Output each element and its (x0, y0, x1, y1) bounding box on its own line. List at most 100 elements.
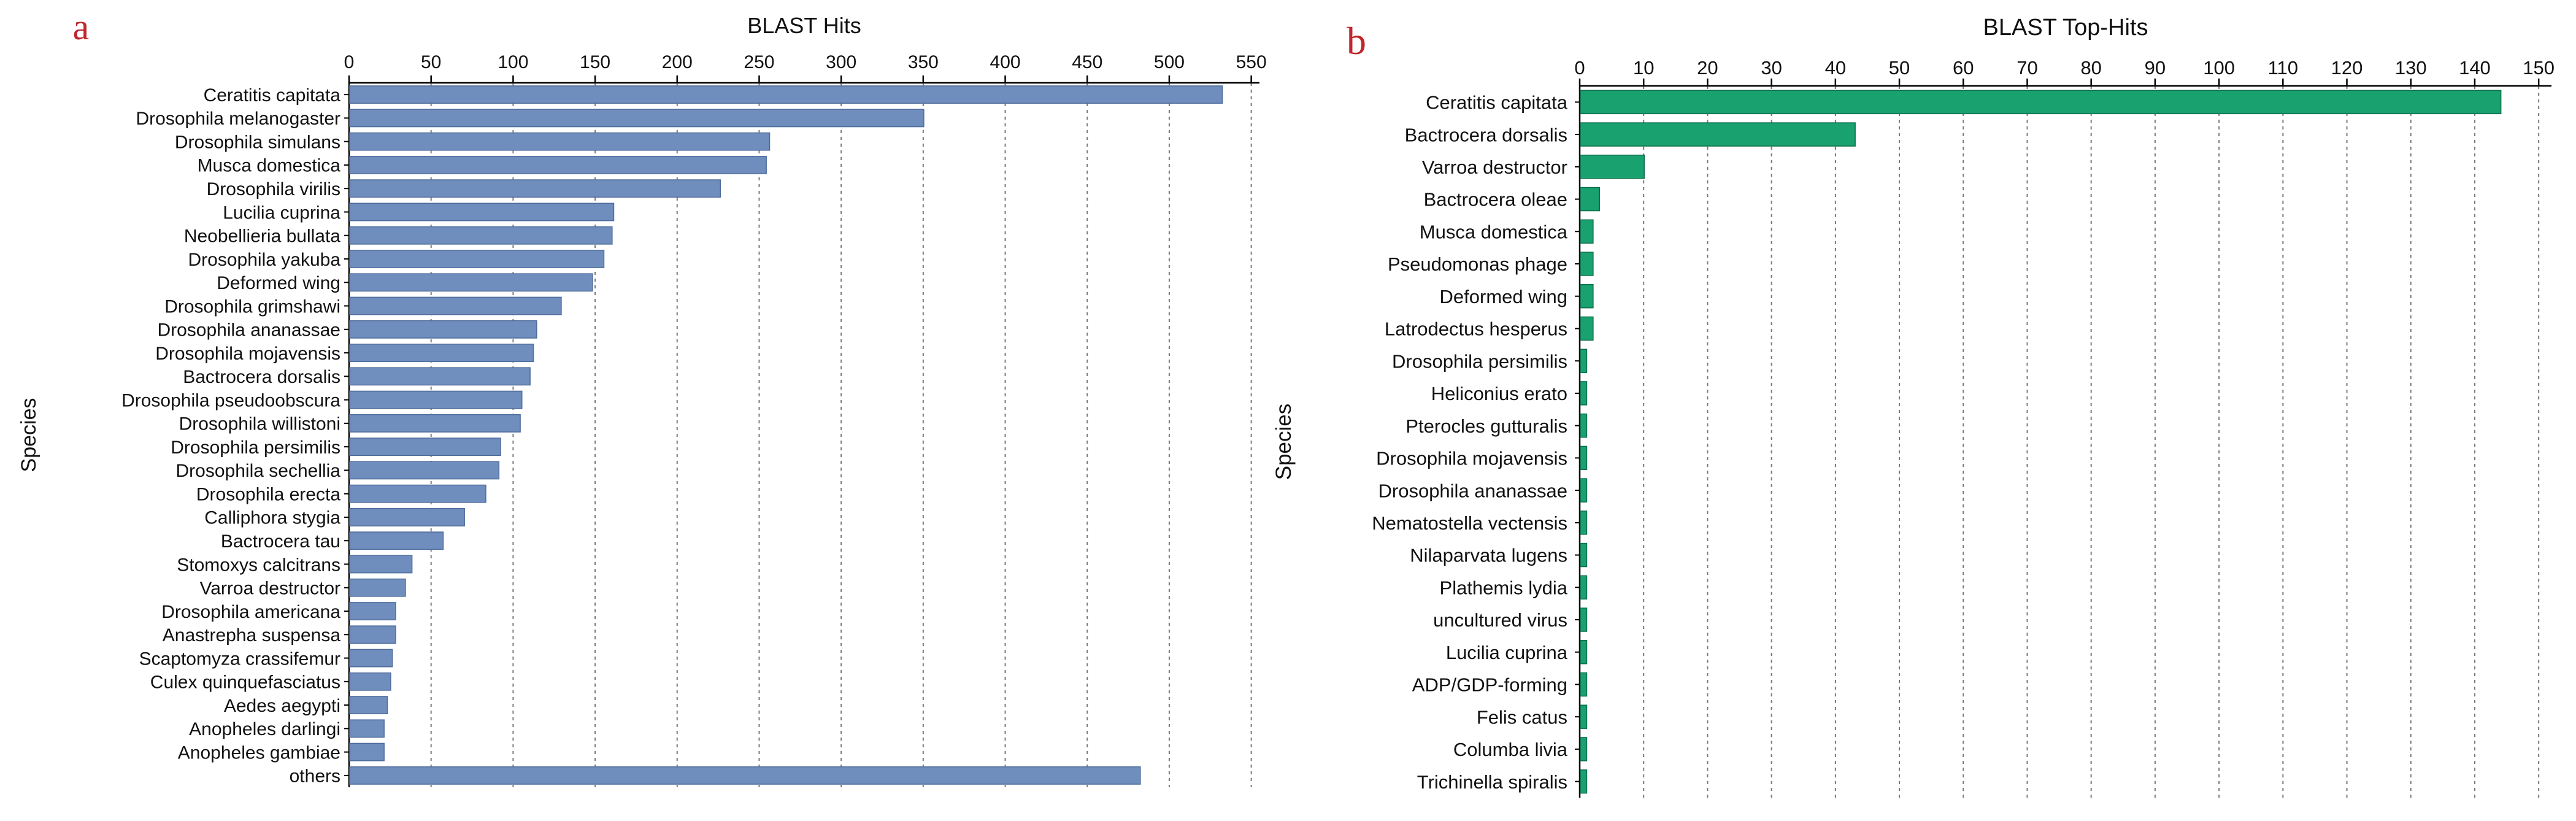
category-label: others (290, 766, 340, 787)
category-label: Scaptomyza crassifemur (139, 649, 340, 669)
category-label: Drosophila americana (161, 602, 340, 622)
x-tick-label: 250 (744, 52, 774, 72)
x-tick-label: 450 (1072, 52, 1102, 72)
category-label: Deformed wing (217, 273, 340, 293)
category-label: Drosophila sechellia (176, 461, 341, 481)
category-label: Nilaparvata lugens (1410, 545, 1567, 566)
x-tick-label: 70 (2017, 57, 2037, 79)
bar (1580, 283, 1594, 309)
bar (349, 390, 523, 409)
bar (1580, 737, 1588, 761)
chart-title: BLAST Top-Hits (1983, 15, 2148, 40)
bar (349, 461, 500, 480)
bar (1580, 607, 1588, 632)
bar (349, 226, 613, 245)
x-tick-label: 20 (1697, 57, 1718, 79)
category-label: Drosophila mojavensis (1376, 448, 1567, 469)
bar (349, 766, 1141, 785)
category-label: Varroa destructor (199, 579, 340, 599)
category-label: Lucilia cuprina (223, 202, 340, 223)
category-label: Bactrocera dorsalis (1405, 124, 1567, 145)
bar (349, 179, 721, 198)
category-label: Latrodectus hesperus (1385, 318, 1567, 340)
x-tick-label: 50 (421, 52, 441, 72)
bar (1580, 252, 1594, 276)
bar (349, 555, 413, 574)
bar (349, 484, 486, 503)
y-axis-label: Species (17, 398, 40, 472)
panel-a-blast-hits-chart: a BLAST Hits Species 0 50 100 150 200 250 300 350 4… (17, 7, 1267, 787)
category-label: Columba livia (1453, 739, 1568, 760)
category-label: Anopheles gambiae (178, 742, 340, 763)
bar (349, 320, 537, 339)
x-tick-label: 140 (2459, 57, 2491, 79)
bar (349, 602, 396, 620)
category-label: Drosophila persimilis (1392, 350, 1567, 372)
bar (1580, 349, 1588, 373)
category-label: Anastrepha suspensa (163, 625, 341, 646)
bar (1580, 381, 1588, 406)
x-tick-label: 50 (1889, 57, 1910, 79)
x-tick-label: 90 (2145, 57, 2166, 79)
bar (1580, 511, 1588, 535)
category-label: Nematostella vectensis (1372, 512, 1567, 534)
category-label: Bactrocera dorsalis (183, 367, 340, 387)
x-tick-label: 100 (2203, 57, 2235, 79)
x-tick-label: 500 (1154, 52, 1185, 72)
x-tick-label: 30 (1761, 57, 1782, 79)
category-label: Ceratitis capitata (204, 85, 341, 106)
category-label: Deformed wing (1440, 286, 1567, 307)
category-label: Drosophila persimilis (171, 437, 340, 458)
category-label: Pterocles gutturalis (1405, 415, 1567, 437)
bar (1580, 542, 1588, 568)
bar (349, 273, 593, 292)
bar (1580, 672, 1588, 697)
category-label: Pseudomonas phage (1388, 253, 1567, 275)
bar (349, 156, 767, 174)
x-tick-label: 80 (2080, 57, 2101, 79)
bar (349, 437, 501, 457)
x-tick-label: 110 (2268, 57, 2298, 79)
category-label: Heliconius erato (1431, 383, 1567, 404)
category-label: Drosophila willistoni (179, 414, 340, 434)
chart-title: BLAST Hits (747, 13, 861, 38)
x-tick-label: 60 (1953, 57, 1974, 79)
bar (349, 85, 1223, 104)
bar (1580, 478, 1588, 503)
bar (349, 109, 925, 128)
bar (1580, 575, 1588, 600)
bar (1580, 155, 1645, 179)
x-tick-label: 550 (1236, 52, 1267, 72)
bar (349, 296, 562, 315)
bar (349, 367, 531, 386)
category-label: Drosophila simulans (175, 132, 340, 152)
category-label: Felis catus (1477, 706, 1567, 728)
category-label: Musca domestica (1420, 221, 1568, 242)
bar (349, 414, 521, 433)
x-tick-label: 400 (990, 52, 1021, 72)
category-label: Drosophila melanogaster (136, 109, 340, 129)
bar (1580, 316, 1594, 341)
category-label: Plathemis lydia (1440, 577, 1568, 598)
x-tick-label: 0 (1574, 57, 1585, 79)
category-label: Aedes aegypti (224, 696, 340, 716)
bar (349, 202, 615, 222)
category-label: Ceratitis capitata (1426, 92, 1568, 114)
bar (1580, 769, 1588, 794)
bar (349, 672, 391, 691)
category-label: Anopheles darlingi (189, 719, 340, 739)
bar (349, 508, 465, 526)
category-label: Culex quinquefasciatus (150, 673, 340, 693)
panel-letter: b (1347, 19, 1366, 63)
bar (1580, 413, 1588, 438)
category-label: Drosophila virilis (207, 179, 340, 199)
category-label: Stomoxys calcitrans (177, 555, 340, 575)
bar (1580, 639, 1588, 665)
x-tick-label: 40 (1825, 57, 1846, 79)
bar (1580, 219, 1594, 244)
category-label: ADP/GDP-forming (1412, 674, 1567, 696)
category-label: Drosophila erecta (196, 484, 340, 504)
bar (1580, 704, 1588, 729)
bar (1580, 445, 1588, 471)
